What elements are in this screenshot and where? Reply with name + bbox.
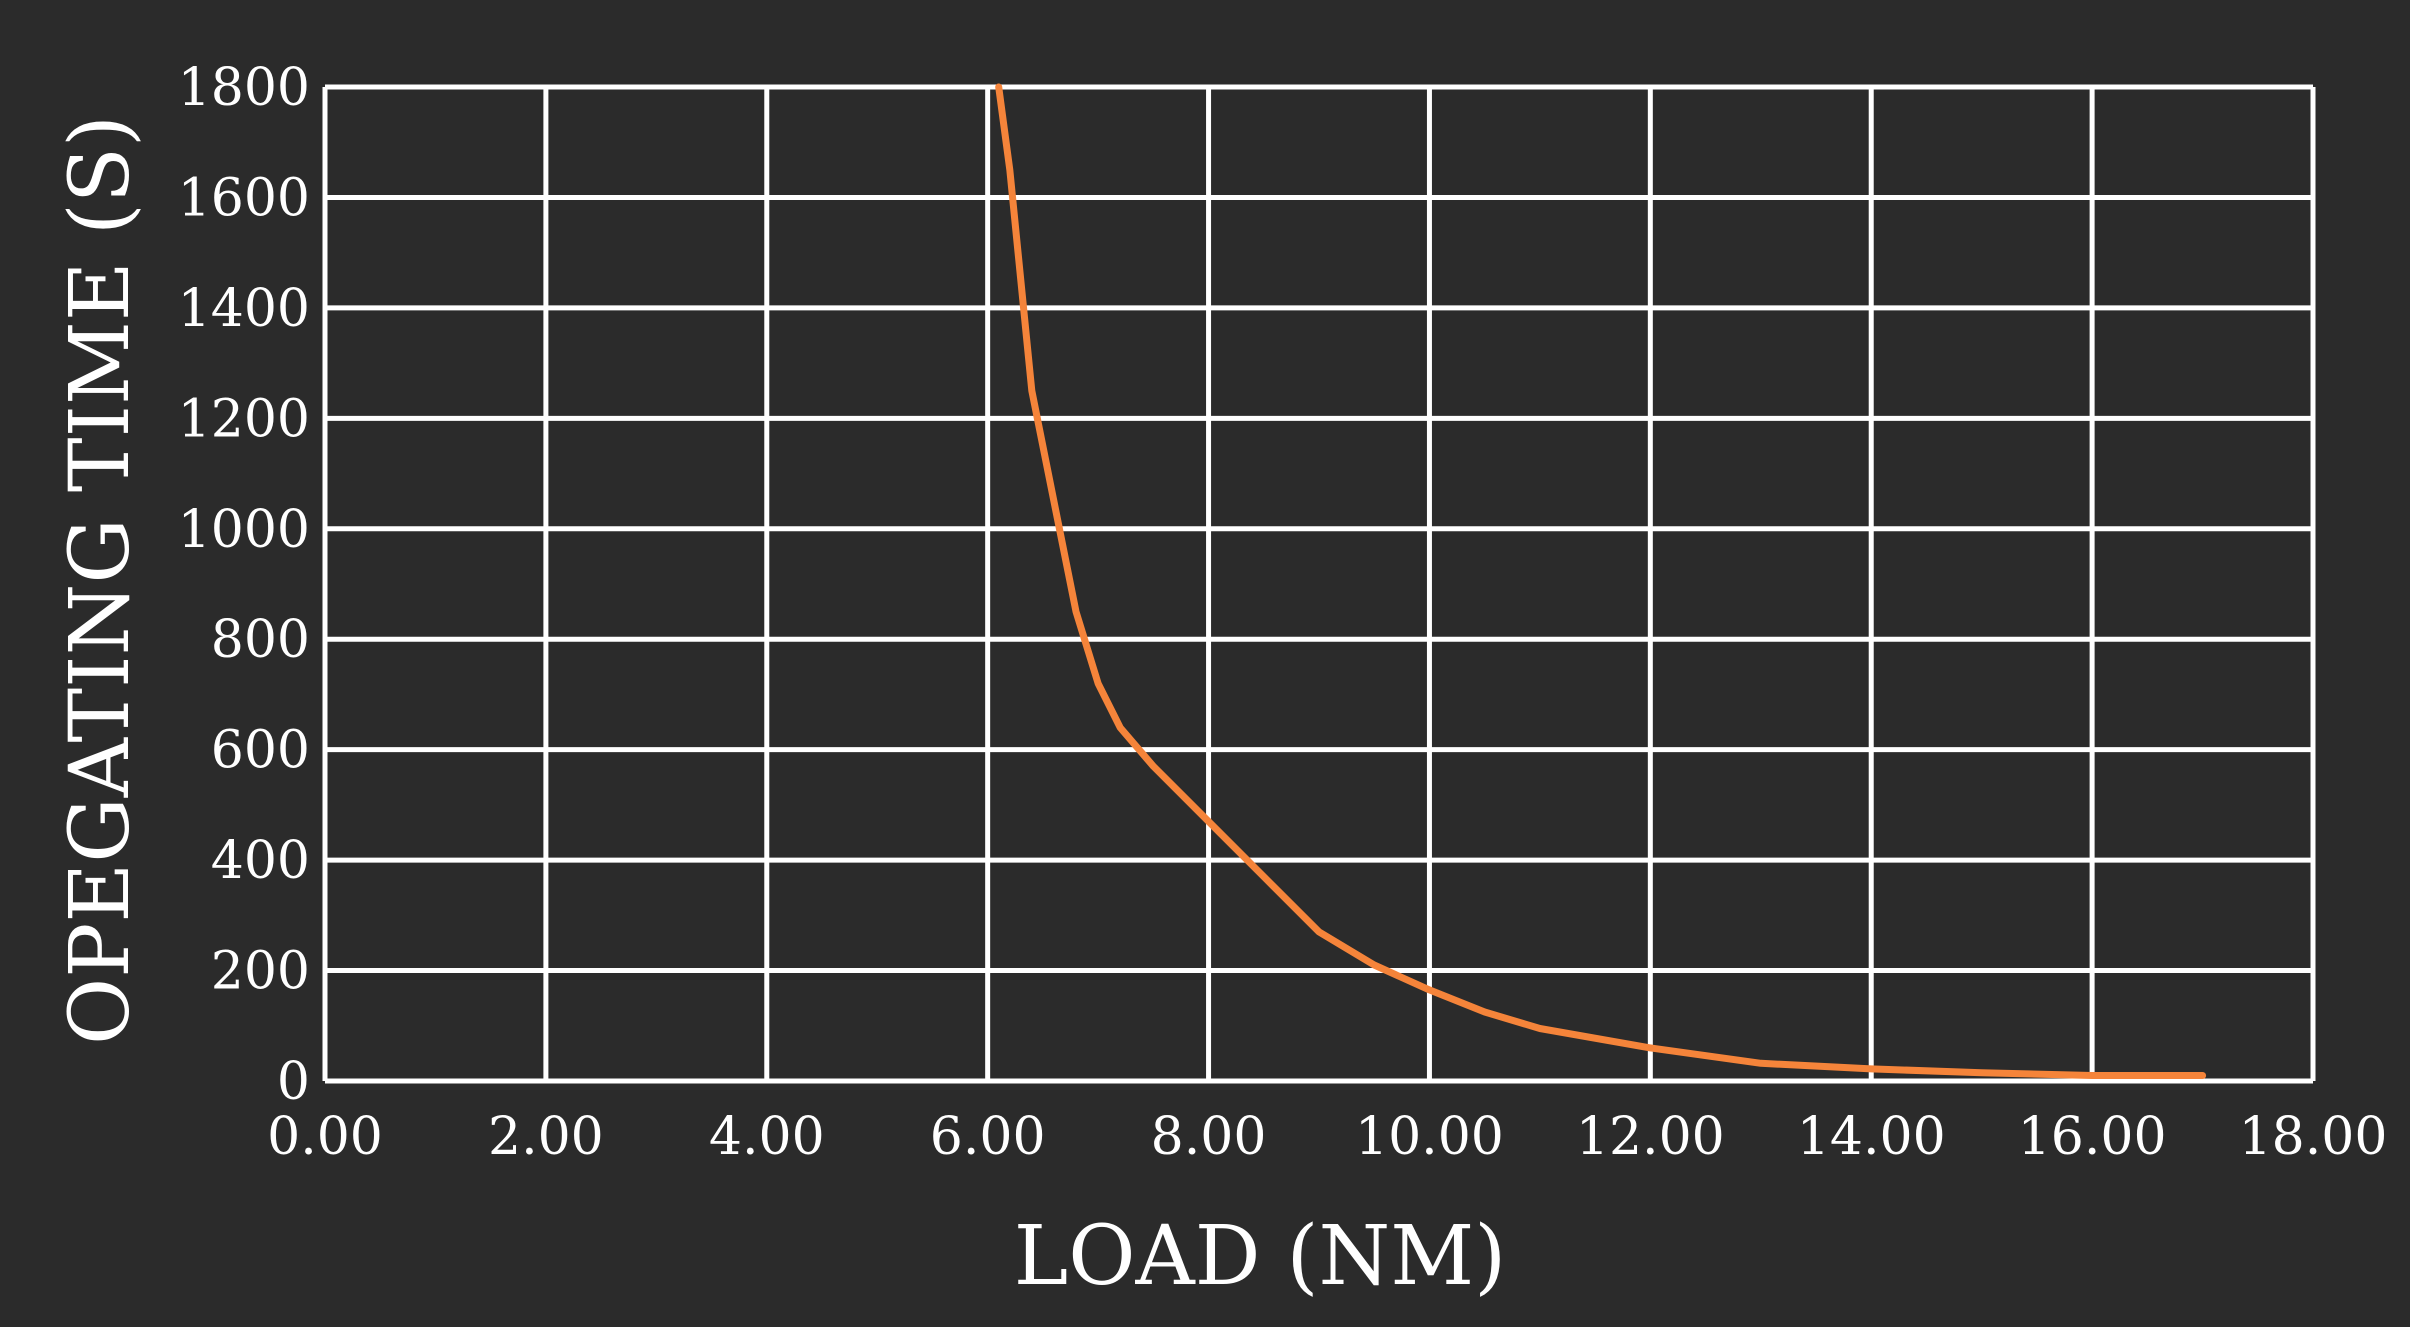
series-line [995, 83, 2207, 1079]
x-tick-label: 2.00 [488, 1107, 604, 1167]
y-tick-label: 0 [277, 1052, 310, 1112]
y-tick-label: 400 [211, 831, 310, 891]
x-tick-label: 0.00 [267, 1107, 383, 1167]
series-layer [995, 83, 2207, 1079]
x-tick-label: 12.00 [1576, 1107, 1725, 1167]
y-tick-label: 1000 [178, 500, 310, 560]
y-tick-label: 800 [211, 610, 310, 670]
x-tick-label: 6.00 [930, 1107, 1046, 1167]
x-tick-label: 10.00 [1355, 1107, 1504, 1167]
y-tick-label: 1600 [178, 168, 310, 228]
x-tick-label: 14.00 [1797, 1107, 1946, 1167]
y-tick-label: 600 [211, 721, 310, 781]
y-axis-title: OPEGATING TIME (S) [53, 115, 148, 1045]
x-tick-label: 8.00 [1151, 1107, 1267, 1167]
x-tick-label: 18.00 [2239, 1107, 2388, 1167]
x-tick-labels: 0.00 2.00 4.00 6.00 8.00 10.00 12.00 14.00 16.00… [267, 1107, 2387, 1167]
gridlines [322, 84, 2316, 1084]
y-tick-label: 200 [211, 942, 310, 1002]
x-tick-label: 4.00 [709, 1107, 825, 1167]
x-axis-title: LOAD (NM) [1014, 1209, 1506, 1304]
y-tick-label: 1800 [178, 58, 310, 118]
y-tick-labels: 0 200 400 600 800 1000 1200 1400 1600 1800 [178, 58, 310, 1112]
y-tick-label: 1400 [178, 279, 310, 339]
x-tick-label: 16.00 [2018, 1107, 2167, 1167]
y-tick-label: 1200 [178, 389, 310, 449]
